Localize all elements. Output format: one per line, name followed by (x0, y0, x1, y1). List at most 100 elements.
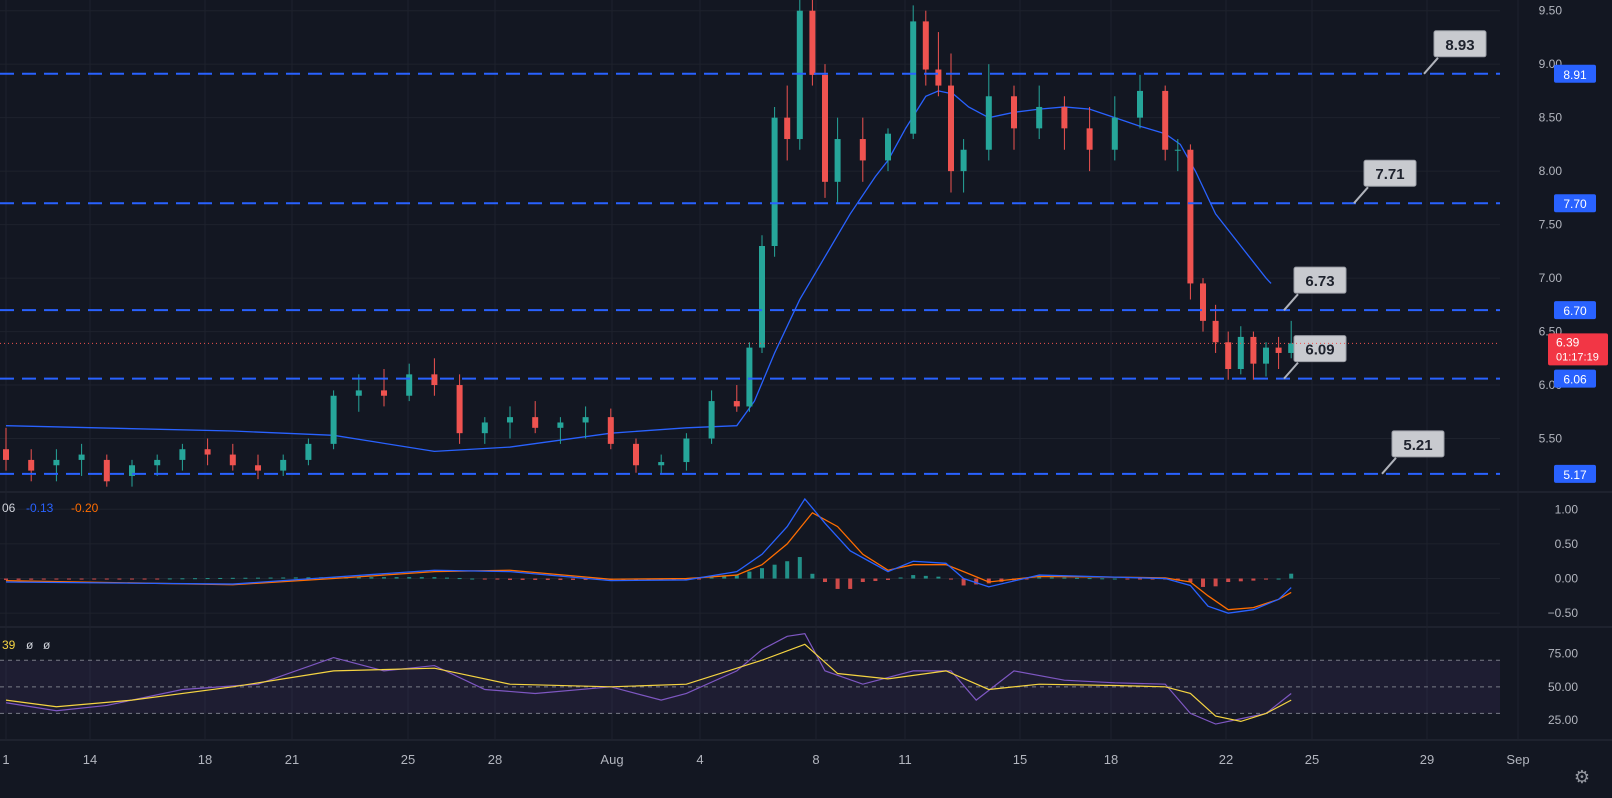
candle[interactable] (78, 443, 85, 476)
candle[interactable] (1162, 85, 1169, 161)
price-callout[interactable]: 5.21 (1381, 430, 1445, 475)
candle[interactable] (103, 454, 110, 487)
candle[interactable] (1036, 85, 1043, 140)
candle[interactable] (204, 438, 211, 466)
rsi-tick-label: 50.00 (1548, 680, 1578, 694)
rsi-panel[interactable]: 39 ø ø (0, 632, 1500, 725)
candle-body (935, 69, 942, 86)
candle[interactable] (733, 385, 740, 412)
candle[interactable] (683, 433, 690, 471)
x-tick-label: 11 (898, 752, 912, 767)
macd-histogram-bar (545, 578, 550, 580)
settings-gear-icon[interactable]: ⚙ (1573, 767, 1591, 787)
candle[interactable] (53, 449, 60, 482)
candle-body (733, 401, 740, 407)
candle[interactable] (507, 406, 513, 439)
level-price-tag: 6.06 (1554, 369, 1596, 388)
candle-body (305, 443, 312, 460)
candle[interactable] (1250, 331, 1257, 380)
candle[interactable] (1263, 342, 1269, 377)
candle[interactable] (796, 0, 803, 150)
candle[interactable] (255, 454, 261, 480)
macd-histogram-bar (558, 578, 563, 580)
x-tick-label: 28 (488, 752, 502, 767)
macd-histogram-bar (29, 578, 34, 580)
candle[interactable] (960, 139, 967, 193)
macd-panel[interactable]: 06 -0.13 -0.20 (2, 497, 1294, 614)
candle[interactable] (708, 390, 715, 444)
candle[interactable] (784, 85, 791, 161)
candle[interactable] (330, 390, 337, 450)
candle-body (759, 246, 765, 348)
candle[interactable] (985, 64, 992, 161)
candle[interactable] (607, 408, 614, 450)
candle[interactable] (885, 128, 891, 172)
macd-histogram-bar (445, 577, 449, 579)
candle[interactable] (3, 427, 9, 471)
price-callout[interactable]: 6.73 (1283, 266, 1347, 311)
candle[interactable] (822, 64, 828, 198)
price-callout[interactable]: 6.09 (1283, 335, 1347, 380)
price-panel[interactable]: 8.93 7.71 6.73 6.09 5.21 (0, 0, 1500, 487)
candle[interactable] (229, 443, 236, 471)
candle[interactable] (1288, 320, 1295, 359)
price-callout[interactable]: 8.93 (1423, 30, 1487, 75)
candle-body (1036, 106, 1043, 129)
candle[interactable] (834, 117, 841, 204)
price-tick-label: 8.50 (1539, 111, 1563, 125)
candle[interactable] (1111, 96, 1118, 161)
candle[interactable] (456, 374, 463, 444)
candle[interactable] (381, 369, 387, 407)
candle[interactable] (771, 106, 778, 257)
candle-body (746, 347, 753, 407)
candle[interactable] (935, 32, 942, 97)
candle[interactable] (481, 417, 488, 444)
candle[interactable] (355, 374, 362, 412)
candle[interactable] (1137, 74, 1143, 129)
candle[interactable] (1212, 304, 1219, 353)
candle[interactable] (759, 235, 765, 353)
candle[interactable] (948, 53, 954, 193)
candle[interactable] (532, 401, 539, 434)
macd-histogram-bar (4, 578, 8, 580)
candle[interactable] (582, 406, 589, 439)
level-price-tag: 5.17 (1554, 464, 1596, 483)
candle[interactable] (557, 417, 564, 444)
candle[interactable] (746, 342, 753, 412)
candle-body (948, 85, 954, 172)
candle[interactable] (910, 5, 917, 140)
candle[interactable] (1237, 326, 1244, 375)
candle[interactable] (431, 358, 438, 396)
macd-histogram-bar (1289, 573, 1294, 579)
macd-histogram-bar (986, 578, 991, 584)
candle[interactable] (28, 449, 35, 482)
rsi-legend-value: ø (43, 638, 51, 652)
candle[interactable] (809, 0, 816, 86)
candle[interactable] (179, 443, 186, 471)
candle[interactable] (1086, 106, 1093, 172)
candle[interactable] (1174, 139, 1181, 172)
candle[interactable] (1200, 278, 1206, 332)
candle[interactable] (1011, 85, 1017, 150)
candle[interactable] (658, 454, 665, 474)
candle[interactable] (154, 454, 161, 476)
candle[interactable] (859, 117, 866, 182)
candle[interactable] (305, 438, 312, 466)
candle[interactable] (280, 454, 287, 476)
x-tick-label: 29 (1420, 752, 1434, 767)
candle[interactable] (1061, 96, 1068, 150)
candle[interactable] (406, 363, 413, 402)
x-tick-label: 14 (83, 752, 97, 767)
candle-body (53, 459, 60, 466)
candle-body (1162, 90, 1169, 150)
candle[interactable] (633, 438, 639, 473)
candle-body (179, 449, 186, 460)
candle[interactable] (1187, 144, 1194, 300)
price-callout[interactable]: 7.71 (1353, 159, 1417, 204)
candle[interactable] (1225, 331, 1232, 380)
candle[interactable] (1275, 336, 1282, 369)
macd-histogram-bar (470, 578, 475, 580)
level-tag-bg (1554, 64, 1596, 83)
